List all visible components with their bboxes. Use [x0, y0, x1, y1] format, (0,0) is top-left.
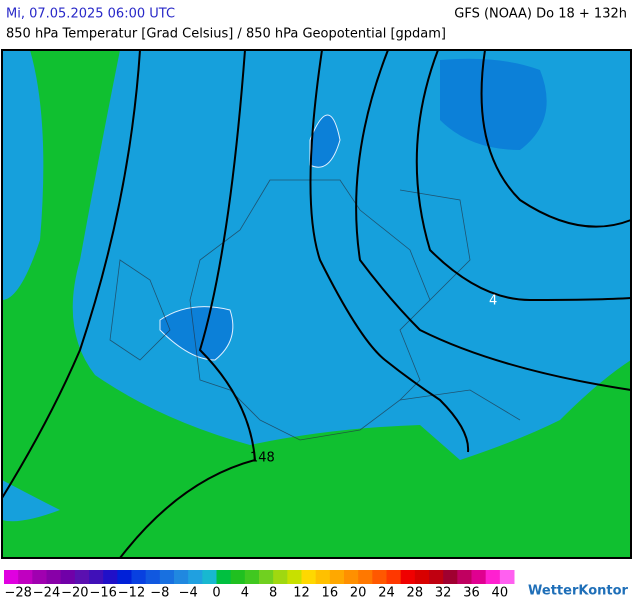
contour-label: 4	[489, 294, 497, 309]
colorbar-swatch	[358, 570, 373, 584]
colorbar-swatch	[414, 570, 430, 584]
colorbar-swatch	[273, 570, 288, 584]
colorbar-tick-label: −20	[61, 586, 88, 600]
brand: WetterKontor	[528, 584, 629, 599]
colorbar-tick-label: 40	[492, 586, 509, 600]
colorbar-tick-label: −12	[118, 586, 145, 600]
colorbar-swatch	[429, 570, 444, 584]
colorbar-swatch	[301, 570, 317, 584]
map-frame	[1, 49, 632, 559]
colder-area	[440, 58, 547, 150]
colorbar-tick-label: −16	[89, 586, 116, 600]
cold-area	[2, 480, 60, 522]
colorbar-swatch	[32, 570, 47, 584]
contour-label: 148	[250, 451, 275, 466]
colorbar-swatch	[89, 570, 104, 584]
colorbar-swatch	[443, 570, 458, 584]
colorbar-swatch	[4, 570, 19, 584]
colorbar-tick-label: 16	[322, 586, 339, 600]
geopotential-contours	[1, 49, 632, 559]
colorbar-tick-label: −4	[179, 586, 198, 600]
map: 148 4	[1, 49, 632, 559]
colorbar-tick-label: −8	[150, 586, 169, 600]
colorbar-swatch	[344, 570, 359, 584]
colorbar-swatch	[499, 570, 515, 584]
colorbar-swatch	[117, 570, 132, 584]
colorbar-tick-label: 32	[435, 586, 452, 600]
colorbar-swatch	[485, 570, 501, 584]
colder-area	[159, 306, 234, 361]
colorbar: −28 −24 −20 −16 −12 −8 −4 0 4 8 12 16 20 24 28 32 36 40	[4, 570, 515, 600]
colorbar-tick-label: 20	[350, 586, 367, 600]
colorbar-swatch	[287, 570, 302, 584]
colorbar-swatch	[329, 570, 345, 584]
colorbar-swatch	[46, 570, 62, 584]
colorbar-swatch	[103, 570, 118, 584]
colorbar-swatch	[145, 570, 161, 584]
colorbar-tick-label: −24	[33, 586, 60, 600]
subtitle: 850 hPa Temperatur [Grad Celsius] / 850 …	[6, 27, 446, 42]
model-run: GFS (NOAA) Do 18 + 132h	[454, 7, 627, 22]
colorbar-swatch	[372, 570, 387, 584]
colorbar-tick-label: 0	[212, 586, 220, 600]
colorbar-tick-label: 24	[378, 586, 395, 600]
colorbar-swatch	[315, 570, 331, 584]
colorbar-swatch	[259, 570, 274, 584]
colorbar-swatch	[386, 570, 402, 584]
colorbar-tick-label: −28	[4, 586, 31, 600]
colorbar-swatch	[457, 570, 472, 584]
colorbar-swatch	[216, 570, 232, 584]
colorbar-swatch	[244, 570, 260, 584]
colorbar-tick-label: 36	[463, 586, 480, 600]
colorbar-tick-label: 12	[293, 586, 310, 600]
colorbar-swatch	[471, 570, 487, 584]
colorbar-swatch	[60, 570, 76, 584]
borders	[109, 179, 521, 441]
colorbar-swatch	[159, 570, 175, 584]
colorbar-tick-label: 28	[407, 586, 424, 600]
colorbar-tick-label: 8	[269, 586, 277, 600]
colorbar-swatch	[230, 570, 246, 584]
colorbar-swatch	[174, 570, 189, 584]
colorbar-swatch	[131, 570, 147, 584]
colorbar-tick-label: 4	[241, 586, 249, 600]
datetime: Mi, 07.05.2025 06:00 UTC	[6, 7, 175, 22]
colorbar-swatch	[188, 570, 203, 584]
cold-area	[2, 50, 44, 300]
colder-area	[309, 114, 341, 168]
colorbar-swatch	[18, 570, 33, 584]
colorbar-swatch	[74, 570, 90, 584]
colorbar-swatch	[202, 570, 217, 584]
warm-area	[2, 50, 631, 558]
colorbar-swatch	[400, 570, 416, 584]
